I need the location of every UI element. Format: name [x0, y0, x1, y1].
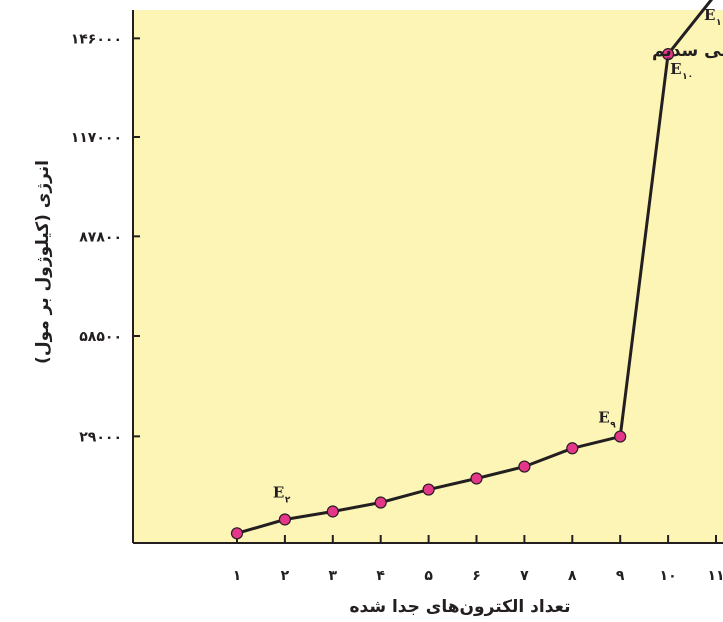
- x-tick-label: ۲: [281, 568, 290, 584]
- x-tick-label: ۶: [472, 568, 481, 584]
- x-tick-label: ۴: [376, 568, 385, 584]
- point-label-base: E: [704, 6, 715, 24]
- point-label-base: E: [598, 409, 609, 427]
- point-label-subscript: ۹: [610, 421, 616, 431]
- data-point: [326, 505, 339, 518]
- y-tick-label: ۵۸۵۰۰: [79, 329, 122, 345]
- chart-title: انرژی‌های یونش متوالی سدیم: [652, 41, 723, 61]
- x-tick-label: ۸: [568, 568, 577, 584]
- x-tick-label: ۷: [520, 568, 529, 584]
- x-tick-label: ۹: [616, 568, 625, 584]
- point-label: E۱۱: [704, 6, 723, 28]
- x-tick-label: ۱: [233, 568, 242, 584]
- data-point: [374, 496, 387, 509]
- data-point: [470, 472, 483, 485]
- series-group: [230, 0, 714, 540]
- x-tick-label: ۵: [424, 568, 433, 584]
- x-tick-label: ۱۰: [660, 568, 677, 584]
- point-label-subscript: ۲: [285, 495, 291, 505]
- plot-background: [133, 10, 723, 543]
- y-tick-label: ۲۹۰۰۰: [79, 429, 122, 445]
- data-point: [661, 48, 675, 61]
- point-label-base: E: [670, 60, 681, 78]
- point-label: E ۱۰: [670, 60, 693, 82]
- y-tick-label: ۱۴۶۰۰۰: [71, 31, 122, 47]
- data-point: [566, 442, 579, 455]
- data-point: [422, 483, 435, 496]
- data-point: [614, 430, 627, 443]
- y-tick-label: ۸۷۸۰۰: [79, 229, 122, 245]
- point-label-subscript: ۱۰: [682, 72, 693, 82]
- point-labels: E۲E۹E۱۰E۱۱: [273, 6, 723, 506]
- x-tick-label: ۳: [329, 568, 338, 584]
- y-tick-label: ۱۱۷۰۰۰: [71, 130, 122, 146]
- data-point: [278, 513, 291, 526]
- data-point: [518, 460, 531, 473]
- point-label-subscript: ۱۱: [716, 18, 723, 28]
- x-tick-label: ۱۱: [707, 568, 723, 584]
- y-axis-title: انرژی (کیلوژول بر مول): [33, 160, 53, 364]
- point-label-base: E: [273, 483, 284, 501]
- x-axis-ticks: ۱ ۲ ۳ ۴ ۵ ۶ ۷ ۸ ۹ ۱۰ ۱۱: [233, 535, 723, 584]
- x-axis-title: تعداد الکترون‌های جدا شده: [349, 597, 570, 617]
- y-axis-ticks: ۲۹۰۰۰ ۵۸۵۰۰ ۸۷۸۰۰ ۱۱۷۰۰۰ ۱۴۶۰۰۰: [71, 31, 140, 445]
- data-point: [230, 527, 244, 540]
